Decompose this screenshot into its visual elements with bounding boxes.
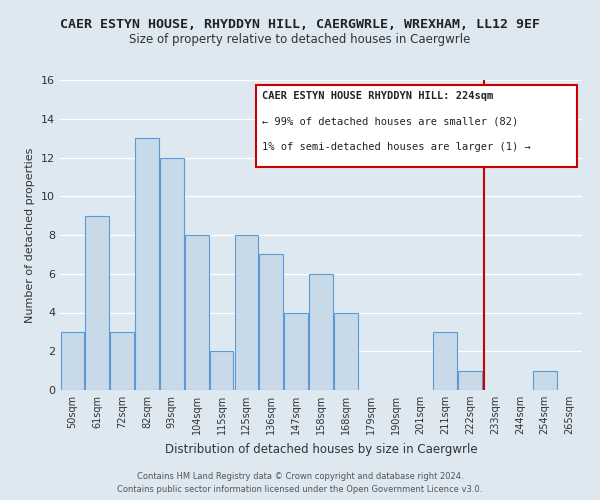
Bar (185, 235, 209, 390)
Text: Contains public sector information licensed under the Open Government Licence v3: Contains public sector information licen… (118, 485, 482, 494)
Bar (334, 312, 358, 390)
Bar (433, 332, 457, 390)
X-axis label: Distribution of detached houses by size in Caergwrle: Distribution of detached houses by size … (164, 442, 478, 456)
Bar (61, 332, 84, 390)
Text: CAER ESTYN HOUSE, RHYDDYN HILL, CAERGWRLE, WREXHAM, LL12 9EF: CAER ESTYN HOUSE, RHYDDYN HILL, CAERGWRL… (60, 18, 540, 30)
Text: Contains HM Land Registry data © Crown copyright and database right 2024.: Contains HM Land Registry data © Crown c… (137, 472, 463, 481)
Y-axis label: Number of detached properties: Number of detached properties (25, 148, 35, 322)
FancyBboxPatch shape (256, 84, 577, 167)
Bar (309, 274, 333, 390)
Bar (110, 332, 134, 390)
Text: 1% of semi-detached houses are larger (1) →: 1% of semi-detached houses are larger (1… (262, 142, 531, 152)
Text: CAER ESTYN HOUSE RHYDDYN HILL: 224sqm: CAER ESTYN HOUSE RHYDDYN HILL: 224sqm (262, 92, 493, 102)
Bar (235, 235, 258, 390)
Bar (259, 254, 283, 390)
Bar (160, 158, 184, 390)
Bar (85, 216, 109, 390)
Bar (210, 351, 233, 390)
Bar (533, 370, 557, 390)
Text: ← 99% of detached houses are smaller (82): ← 99% of detached houses are smaller (82… (262, 117, 518, 127)
Text: Size of property relative to detached houses in Caergwrle: Size of property relative to detached ho… (130, 32, 470, 46)
Bar (284, 312, 308, 390)
Bar (135, 138, 159, 390)
Bar (458, 370, 482, 390)
